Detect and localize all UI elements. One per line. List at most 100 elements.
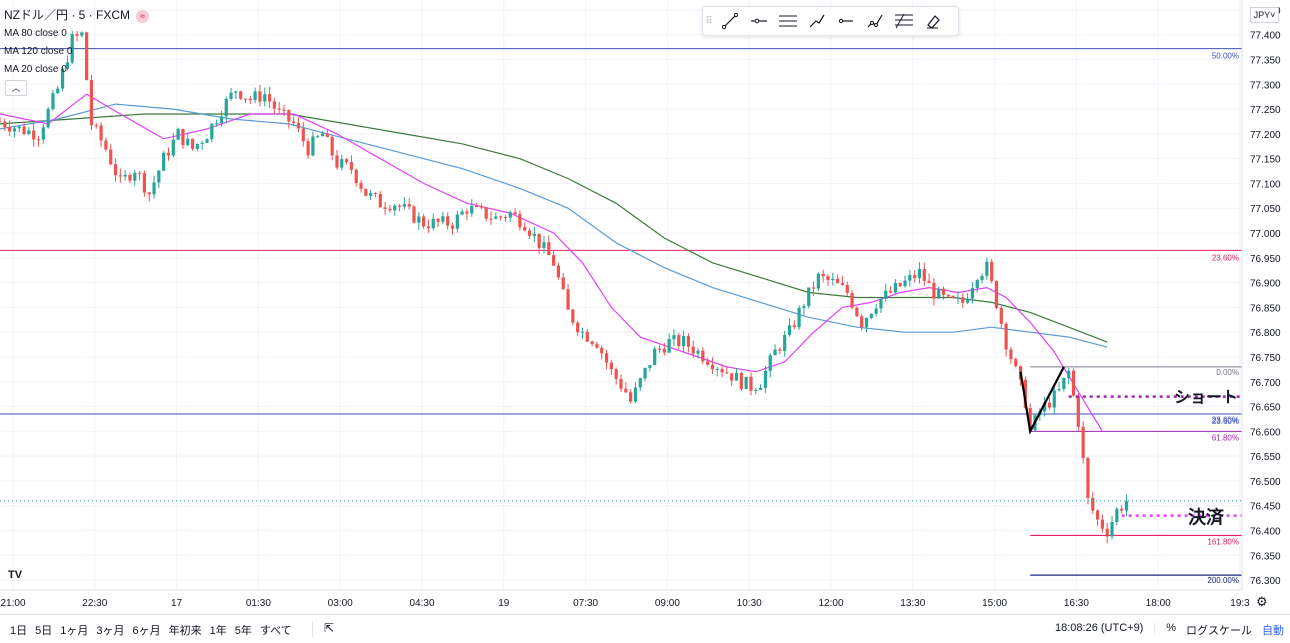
candle-body bbox=[864, 318, 869, 328]
range-3m[interactable]: 3ヶ月 bbox=[96, 625, 125, 637]
log-scale-toggle[interactable]: ログスケール bbox=[1186, 625, 1252, 637]
candle-body bbox=[320, 133, 325, 137]
candle-body bbox=[99, 125, 103, 141]
x-tick-label: 10:30 bbox=[737, 598, 762, 609]
candle-body bbox=[41, 127, 45, 140]
candle-body bbox=[138, 172, 142, 174]
compare-icon[interactable]: ≈ bbox=[136, 9, 149, 23]
candle-body bbox=[970, 288, 975, 299]
candle-body bbox=[604, 353, 609, 363]
range-1y[interactable]: 1年 bbox=[209, 625, 227, 637]
range-ytd[interactable]: 年初来 bbox=[168, 625, 202, 637]
currency-select[interactable]: JPY˅ bbox=[1250, 7, 1279, 23]
x-tick-label: 01:30 bbox=[246, 598, 271, 609]
range-1m[interactable]: 1ヶ月 bbox=[60, 625, 89, 637]
gear-icon[interactable]: ⚙ bbox=[1256, 594, 1268, 609]
polyline-icon[interactable] bbox=[802, 7, 831, 35]
fib3-0-label: 0.00% bbox=[1216, 368, 1239, 377]
candle-body bbox=[773, 349, 777, 356]
candle-body bbox=[441, 216, 445, 222]
candle-body bbox=[1043, 402, 1047, 412]
clock-time[interactable]: 18:08:26 (UTC+9) bbox=[1055, 622, 1144, 634]
candle-body bbox=[677, 335, 681, 347]
candle-body bbox=[258, 91, 262, 102]
candle-body bbox=[292, 121, 296, 124]
horizontal-ray-icon[interactable] bbox=[744, 7, 773, 35]
parallel-channel-icon[interactable] bbox=[773, 7, 802, 35]
candle-body bbox=[802, 306, 806, 308]
drag-handle-icon[interactable]: ⠿ bbox=[705, 15, 713, 27]
auto-scale-toggle[interactable]: 自動 bbox=[1262, 625, 1284, 637]
candle-body bbox=[956, 297, 960, 299]
eraser-icon[interactable] bbox=[918, 7, 947, 35]
candle-body bbox=[306, 141, 310, 156]
short-label: ショート bbox=[1174, 388, 1238, 407]
candle-body bbox=[725, 372, 729, 374]
y-tick-label: 76.500 bbox=[1250, 477, 1281, 488]
ma-label-80[interactable]: MA 80 close 0 bbox=[4, 28, 67, 39]
candle-body bbox=[12, 128, 17, 132]
candle-body bbox=[402, 204, 406, 207]
calendar-goto-icon[interactable]: ⇱ bbox=[324, 621, 335, 635]
candle-body bbox=[600, 347, 604, 354]
candle-body bbox=[576, 322, 580, 333]
candle-body bbox=[65, 62, 69, 69]
horizontal-line-icon[interactable] bbox=[831, 7, 860, 35]
path-icon[interactable] bbox=[860, 7, 889, 35]
candle-body bbox=[272, 101, 276, 109]
bottom-toolbar: 1日 5日 1ヶ月 3ヶ月 6ヶ月 年初来 1年 5年 すべて ⇱ 18:08:… bbox=[0, 614, 1290, 643]
range-5d[interactable]: 5日 bbox=[35, 625, 53, 637]
zigzag-line bbox=[1019, 366, 1065, 435]
candle-body bbox=[672, 335, 676, 340]
candle-body bbox=[104, 140, 108, 150]
x-tick-label: 04:30 bbox=[409, 598, 434, 609]
candle-body bbox=[787, 325, 792, 335]
candle-body bbox=[826, 276, 830, 281]
candle-body bbox=[1086, 457, 1090, 498]
candle-body bbox=[142, 173, 147, 193]
candle-body bbox=[754, 389, 758, 391]
trend-line-icon[interactable] bbox=[715, 7, 744, 35]
range-6m[interactable]: 6ヶ月 bbox=[132, 625, 161, 637]
chevron-up-icon[interactable]: ︿ bbox=[5, 80, 27, 96]
candle-body bbox=[484, 207, 488, 219]
candle-body bbox=[807, 287, 811, 307]
range-1d[interactable]: 1日 bbox=[10, 625, 28, 637]
ma-label-20[interactable]: MA 20 close 0 bbox=[4, 64, 67, 75]
candle-body bbox=[855, 307, 859, 317]
candle-body bbox=[715, 368, 719, 370]
candle-body bbox=[186, 138, 190, 146]
price-axis bbox=[1242, 0, 1290, 614]
candle-body bbox=[994, 281, 999, 309]
symbol-title[interactable]: NZドル／円 · 5 · FXCM bbox=[4, 8, 130, 22]
y-tick-label: 76.950 bbox=[1250, 254, 1281, 265]
ma-label-120[interactable]: MA 120 close 0 bbox=[4, 46, 73, 57]
candle-body bbox=[407, 204, 411, 207]
candle-body bbox=[36, 139, 41, 141]
candle-body bbox=[763, 370, 768, 388]
candle-body bbox=[89, 80, 94, 126]
fib-retracement-icon[interactable] bbox=[889, 7, 918, 35]
candle-body bbox=[999, 308, 1003, 324]
candle-body bbox=[836, 278, 840, 284]
tradingview-logo-icon[interactable]: TV bbox=[8, 569, 23, 581]
percent-toggle[interactable]: % bbox=[1166, 622, 1176, 634]
currency-label: JPY bbox=[1253, 10, 1271, 20]
range-all[interactable]: すべて bbox=[259, 625, 292, 637]
candle-body bbox=[1004, 323, 1008, 350]
candle-body bbox=[113, 164, 118, 176]
candle-body bbox=[200, 142, 204, 144]
candle-body bbox=[215, 123, 219, 125]
candle-body bbox=[508, 212, 512, 218]
candle-body bbox=[980, 275, 984, 281]
candle-body bbox=[109, 149, 113, 165]
range-5y[interactable]: 5年 bbox=[234, 625, 252, 637]
x-tick-label: 21:00 bbox=[0, 598, 25, 609]
candle-body bbox=[171, 139, 175, 156]
candle-body bbox=[234, 91, 238, 93]
x-tick-label: 18:00 bbox=[1146, 598, 1171, 609]
candle-body bbox=[898, 283, 902, 287]
drawing-toolbar: ⠿ bbox=[702, 6, 959, 36]
candle-body bbox=[667, 339, 671, 353]
